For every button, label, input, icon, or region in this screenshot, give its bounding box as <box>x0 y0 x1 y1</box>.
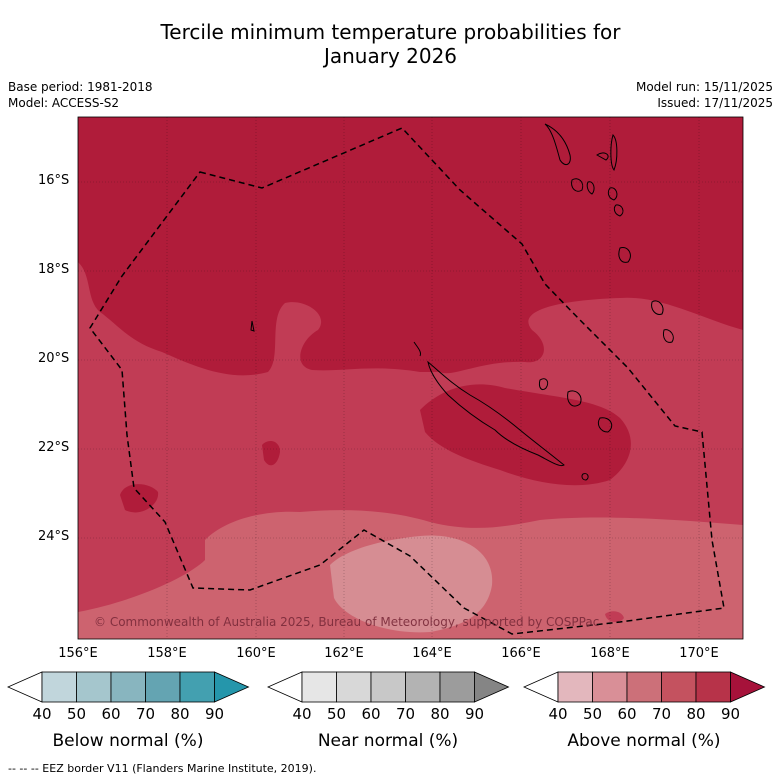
lon-tick-label: 164°E <box>412 646 452 661</box>
title-line-2: January 2026 <box>323 44 458 68</box>
colorbar-segment <box>145 671 181 703</box>
colorbar-min-arrow <box>523 671 559 703</box>
lon-tick-label: 162°E <box>324 646 364 661</box>
issued-date: Issued: 17/11/2025 <box>657 96 773 110</box>
lon-tick-label: 156°E <box>58 646 98 661</box>
eez-footer-note: -- -- -- EEZ border V11 (Flanders Marine… <box>8 762 317 775</box>
lat-tick-label: 18°S <box>38 262 70 277</box>
colorbar-tick-label: 70 <box>651 705 672 723</box>
map-frame <box>77 116 744 640</box>
colorbar-segment <box>301 671 337 703</box>
lon-tick-label: 170°E <box>679 646 719 661</box>
field-above-80-spot <box>262 440 280 466</box>
colorbar-segment <box>661 671 697 703</box>
colorbar-tick-label: 80 <box>170 705 190 723</box>
colorbar-segment <box>695 671 731 703</box>
colorbar-segment <box>626 671 662 703</box>
colorbar-1 <box>267 671 510 703</box>
colorbar-tick-label: 40 <box>548 705 568 723</box>
colorbar-max-arrow <box>474 671 510 703</box>
legends <box>7 671 766 703</box>
title-line-1: Tercile minimum temperature probabilitie… <box>160 20 621 44</box>
base-period: Base period: 1981-2018 <box>8 80 153 94</box>
lon-tick-label: 160°E <box>236 646 276 661</box>
eez-border <box>89 127 725 635</box>
field-above-70-spot <box>605 611 624 623</box>
lon-tick-label: 166°E <box>501 646 541 661</box>
colorbar-segment <box>41 671 77 703</box>
model-name: Model: ACCESS-S2 <box>8 96 120 110</box>
legend-label-below: Below normal (%) <box>52 731 204 751</box>
lon-tick-label: 158°E <box>147 646 187 661</box>
colorbar-tick-label: 90 <box>720 705 741 723</box>
colorbar-max-arrow <box>730 671 766 703</box>
colorbar-tick-label: 60 <box>617 705 637 723</box>
colorbar-tick-label: 90 <box>464 705 485 723</box>
colorbar-segment <box>370 671 406 703</box>
colorbar-tick-label: 60 <box>361 705 381 723</box>
field-above-50 <box>330 535 493 633</box>
colorbar-segment <box>439 671 475 703</box>
colorbar-segment <box>76 671 112 703</box>
colorbar-tick-label: 40 <box>292 705 312 723</box>
colorbar-tick-label: 50 <box>582 705 603 723</box>
colorbar-tick-label: 80 <box>430 705 450 723</box>
model-run: Model run: 15/11/2025 <box>635 80 773 94</box>
colorbar-segment <box>557 671 593 703</box>
colorbar-min-arrow <box>267 671 303 703</box>
legend-label-above: Above normal (%) <box>567 731 721 751</box>
colorbar-0 <box>7 671 250 703</box>
lat-tick-label: 22°S <box>38 440 70 455</box>
colorbar-segment <box>110 671 146 703</box>
lat-tick-label: 24°S <box>38 529 70 544</box>
colorbar-max-arrow <box>214 671 250 703</box>
colorbar-tick-label: 90 <box>204 705 225 723</box>
lat-tick-label: 20°S <box>38 351 70 366</box>
legend-label-near: Near normal (%) <box>317 731 459 751</box>
colorbar-tick-label: 70 <box>135 705 156 723</box>
colorbar-tick-label: 50 <box>326 705 347 723</box>
colorbar-segment <box>336 671 372 703</box>
colorbar-segment <box>179 671 215 703</box>
colorbar-tick-label: 60 <box>101 705 121 723</box>
colorbar-segment <box>405 671 441 703</box>
new-caledonia-coast <box>250 320 613 481</box>
colorbar-tick-label: 40 <box>32 705 52 723</box>
colorbar-tick-label: 70 <box>395 705 416 723</box>
colorbar-segment <box>592 671 628 703</box>
graticule <box>78 117 743 639</box>
copyright-text: © Commonwealth of Australia 2025, Bureau… <box>94 615 599 629</box>
colorbar-tick-label: 80 <box>686 705 706 723</box>
lon-tick-label: 168°E <box>590 646 630 661</box>
lat-tick-label: 16°S <box>38 173 70 188</box>
colorbar-tick-label: 50 <box>66 705 87 723</box>
field-above-80-blob <box>120 484 159 513</box>
colorbar-2 <box>523 671 766 703</box>
vanuatu-coast <box>544 123 674 343</box>
probability-field <box>78 117 743 639</box>
colorbar-min-arrow <box>7 671 43 703</box>
